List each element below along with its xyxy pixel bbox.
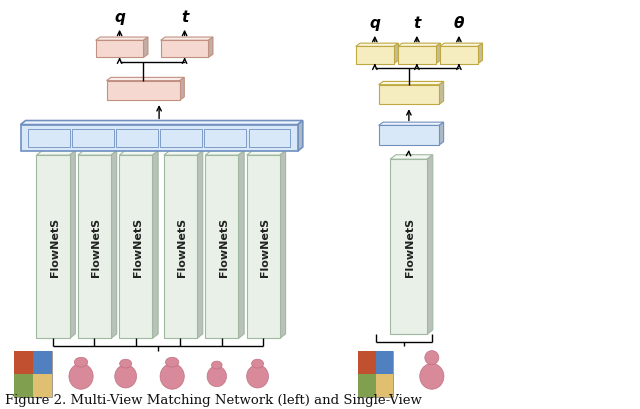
FancyBboxPatch shape [78, 156, 111, 339]
FancyBboxPatch shape [72, 129, 114, 148]
Polygon shape [70, 151, 76, 339]
Polygon shape [197, 151, 203, 339]
FancyBboxPatch shape [356, 47, 394, 64]
Polygon shape [209, 38, 213, 58]
FancyBboxPatch shape [376, 374, 394, 398]
FancyBboxPatch shape [119, 156, 152, 339]
FancyBboxPatch shape [379, 85, 439, 105]
Polygon shape [394, 44, 398, 64]
Ellipse shape [74, 357, 88, 367]
FancyBboxPatch shape [96, 41, 143, 58]
FancyBboxPatch shape [28, 129, 70, 148]
Polygon shape [439, 82, 444, 105]
Polygon shape [246, 151, 285, 156]
FancyBboxPatch shape [14, 374, 33, 398]
Polygon shape [440, 44, 483, 47]
FancyBboxPatch shape [440, 47, 478, 64]
FancyBboxPatch shape [116, 129, 158, 148]
Text: FlowNetS: FlowNetS [50, 218, 60, 276]
Polygon shape [280, 151, 285, 339]
Ellipse shape [420, 364, 444, 389]
FancyBboxPatch shape [14, 351, 52, 398]
FancyBboxPatch shape [248, 129, 290, 148]
Ellipse shape [69, 364, 93, 389]
Polygon shape [397, 44, 440, 47]
FancyBboxPatch shape [376, 351, 394, 374]
Polygon shape [36, 151, 76, 156]
Ellipse shape [211, 361, 222, 369]
Polygon shape [427, 155, 433, 335]
Polygon shape [379, 82, 444, 85]
FancyBboxPatch shape [397, 47, 436, 64]
Polygon shape [152, 151, 158, 339]
Polygon shape [111, 151, 116, 339]
Polygon shape [478, 44, 483, 64]
FancyBboxPatch shape [246, 156, 280, 339]
Text: FlowNetS: FlowNetS [219, 218, 228, 276]
FancyBboxPatch shape [390, 160, 427, 335]
Polygon shape [78, 151, 116, 156]
Ellipse shape [207, 366, 227, 387]
Text: FlowNetS: FlowNetS [405, 218, 415, 276]
Text: FlowNetS: FlowNetS [260, 218, 270, 276]
FancyBboxPatch shape [20, 125, 298, 152]
Polygon shape [119, 151, 158, 156]
Polygon shape [436, 44, 440, 64]
Text: θ: θ [454, 16, 464, 31]
Polygon shape [439, 123, 444, 146]
FancyBboxPatch shape [33, 351, 52, 374]
Text: FlowNetS: FlowNetS [177, 218, 187, 276]
Text: q: q [114, 10, 125, 25]
FancyBboxPatch shape [161, 41, 209, 58]
Text: t: t [413, 16, 420, 31]
Polygon shape [298, 121, 303, 152]
Polygon shape [96, 38, 148, 41]
Text: t: t [181, 10, 188, 25]
FancyBboxPatch shape [14, 351, 33, 374]
Polygon shape [164, 151, 203, 156]
Polygon shape [379, 123, 444, 126]
Polygon shape [161, 38, 213, 41]
FancyBboxPatch shape [106, 81, 180, 101]
FancyBboxPatch shape [204, 129, 246, 148]
FancyBboxPatch shape [161, 129, 202, 148]
FancyBboxPatch shape [33, 374, 52, 398]
FancyBboxPatch shape [379, 126, 439, 146]
FancyBboxPatch shape [358, 351, 394, 398]
Text: Figure 2. Multi-View Matching Network (left) and Single-View: Figure 2. Multi-View Matching Network (l… [4, 393, 422, 406]
Polygon shape [20, 121, 303, 125]
Polygon shape [356, 44, 398, 47]
Polygon shape [106, 78, 184, 81]
Text: FlowNetS: FlowNetS [91, 218, 101, 276]
Polygon shape [239, 151, 244, 339]
Polygon shape [390, 155, 433, 160]
Ellipse shape [425, 351, 439, 365]
Ellipse shape [252, 360, 264, 368]
Ellipse shape [246, 365, 268, 388]
FancyBboxPatch shape [164, 156, 197, 339]
Polygon shape [143, 38, 148, 58]
Ellipse shape [115, 365, 136, 388]
Text: q: q [369, 16, 380, 31]
FancyBboxPatch shape [358, 374, 376, 398]
Polygon shape [180, 78, 184, 101]
FancyBboxPatch shape [205, 156, 239, 339]
FancyBboxPatch shape [358, 351, 376, 374]
Text: FlowNetS: FlowNetS [132, 218, 143, 276]
Ellipse shape [120, 360, 132, 368]
Ellipse shape [166, 357, 179, 367]
Ellipse shape [160, 364, 184, 389]
FancyBboxPatch shape [36, 156, 70, 339]
Polygon shape [205, 151, 244, 156]
